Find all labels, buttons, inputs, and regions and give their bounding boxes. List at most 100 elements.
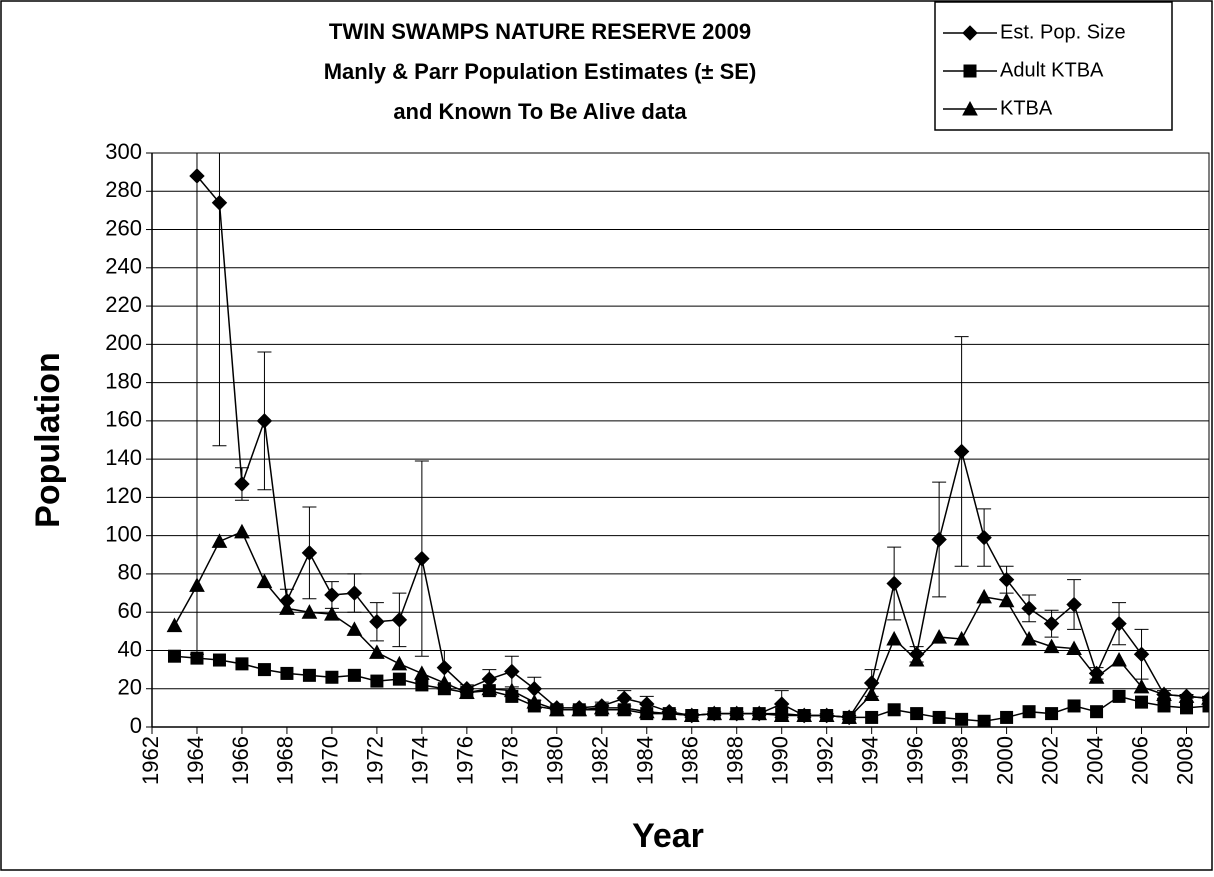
- triangle-marker: [414, 665, 430, 680]
- triangle-marker: [346, 621, 363, 636]
- diamond-marker: [998, 571, 1015, 588]
- diamond-marker: [414, 550, 430, 567]
- triangle-marker: [256, 573, 273, 589]
- y-tick-label: 120: [105, 483, 142, 508]
- legend-marker: [962, 25, 978, 41]
- diamond-marker: [1021, 600, 1037, 617]
- diamond-marker: [324, 587, 340, 603]
- square-marker: [167, 649, 181, 663]
- triangle-marker: [638, 703, 655, 719]
- x-tick-label: 1992: [812, 736, 837, 785]
- triangle-marker: [548, 701, 565, 717]
- y-tick-label: 180: [105, 368, 142, 393]
- x-tick-label: 1986: [678, 736, 703, 785]
- diamond-marker: [1111, 615, 1127, 632]
- triangle-marker: [166, 617, 183, 633]
- square-marker: [977, 714, 991, 727]
- x-tick-label: 2006: [1127, 736, 1152, 785]
- x-tick-label: 1978: [498, 736, 523, 785]
- triangle-marker: [1156, 686, 1172, 701]
- y-tick-label: 80: [118, 560, 142, 585]
- square-marker: [910, 707, 924, 721]
- triangle-marker: [436, 674, 453, 690]
- y-tick-label: 140: [105, 445, 142, 470]
- triangle-marker: [931, 629, 947, 644]
- square-marker: [1202, 699, 1209, 713]
- diamond-marker: [234, 476, 250, 492]
- diamond-marker: [1133, 646, 1150, 663]
- y-tick-label: 100: [105, 521, 142, 546]
- x-tick-label: 1990: [768, 736, 793, 785]
- chart-subtitle: Manly & Parr Population Estimates (± SE): [324, 59, 757, 84]
- triangle-marker: [706, 705, 723, 721]
- chart-title: TWIN SWAMPS NATURE RESERVE 2009: [329, 19, 751, 44]
- triangle-marker: [908, 651, 925, 667]
- plot-area: [151, 152, 1210, 728]
- triangle-marker: [503, 682, 520, 698]
- x-tick-label: 1964: [183, 736, 208, 785]
- x-tick-label: 1972: [363, 736, 388, 785]
- triangle-marker: [683, 707, 700, 723]
- diamond-marker: [211, 195, 228, 211]
- triangle-marker: [459, 684, 475, 700]
- diamond-marker: [953, 443, 970, 460]
- y-tick-label: 0: [130, 713, 142, 738]
- triangle-marker: [593, 699, 610, 715]
- square-marker: [190, 651, 204, 665]
- square-marker: [1112, 689, 1126, 703]
- diamond-marker: [1043, 615, 1060, 632]
- diamond-marker: [436, 659, 453, 676]
- x-tick-label: 1962: [138, 736, 163, 785]
- triangle-marker: [863, 686, 880, 701]
- triangle-marker: [976, 588, 992, 604]
- triangle-marker: [1021, 630, 1037, 646]
- legend-marker: [963, 64, 977, 78]
- triangle-marker: [189, 577, 205, 592]
- triangle-marker: [773, 707, 790, 723]
- x-tick-label: 1998: [947, 736, 972, 785]
- legend-label: KTBA: [1000, 97, 1053, 119]
- square-marker: [415, 678, 429, 692]
- triangle-marker: [616, 699, 633, 715]
- square-marker: [1180, 701, 1194, 715]
- y-tick-label: 280: [105, 177, 142, 202]
- y-tick-label: 160: [105, 407, 142, 432]
- square-marker: [1000, 710, 1014, 724]
- x-tick-label: 1974: [408, 736, 433, 785]
- diamond-marker: [976, 529, 992, 546]
- triangle-marker: [841, 709, 858, 724]
- diamond-marker: [369, 614, 385, 630]
- y-tick-label: 200: [105, 330, 142, 355]
- triangle-marker: [1201, 690, 1209, 705]
- x-tick-label: 1994: [857, 736, 882, 785]
- square-marker: [392, 672, 406, 686]
- triangle-marker: [1066, 640, 1082, 656]
- x-tick-label: 1966: [228, 736, 253, 785]
- legend-label: Adult KTBA: [1000, 59, 1104, 81]
- x-tick-label: 1996: [902, 736, 927, 785]
- triangle-marker: [818, 707, 835, 723]
- square-marker: [370, 674, 384, 688]
- y-tick-label: 60: [118, 598, 142, 623]
- square-marker: [1157, 699, 1171, 713]
- square-marker: [1090, 705, 1104, 719]
- triangle-marker: [953, 630, 970, 646]
- x-axis-label: Year: [632, 817, 704, 855]
- y-tick-label: 40: [118, 636, 142, 661]
- diamond-marker: [931, 531, 947, 548]
- square-marker: [932, 710, 946, 724]
- triangle-marker: [1088, 669, 1105, 684]
- triangle-marker: [886, 630, 902, 646]
- diamond-marker: [391, 612, 408, 628]
- y-tick-label: 260: [105, 215, 142, 240]
- diamond-marker: [189, 168, 205, 184]
- triangle-marker: [324, 606, 340, 621]
- diamond-marker: [1066, 596, 1082, 613]
- triangle-marker: [1111, 651, 1127, 667]
- y-tick-label: 20: [118, 675, 142, 700]
- x-tick-label: 1970: [318, 736, 343, 785]
- square-marker: [280, 666, 294, 680]
- x-tick-label: 2002: [1037, 736, 1062, 785]
